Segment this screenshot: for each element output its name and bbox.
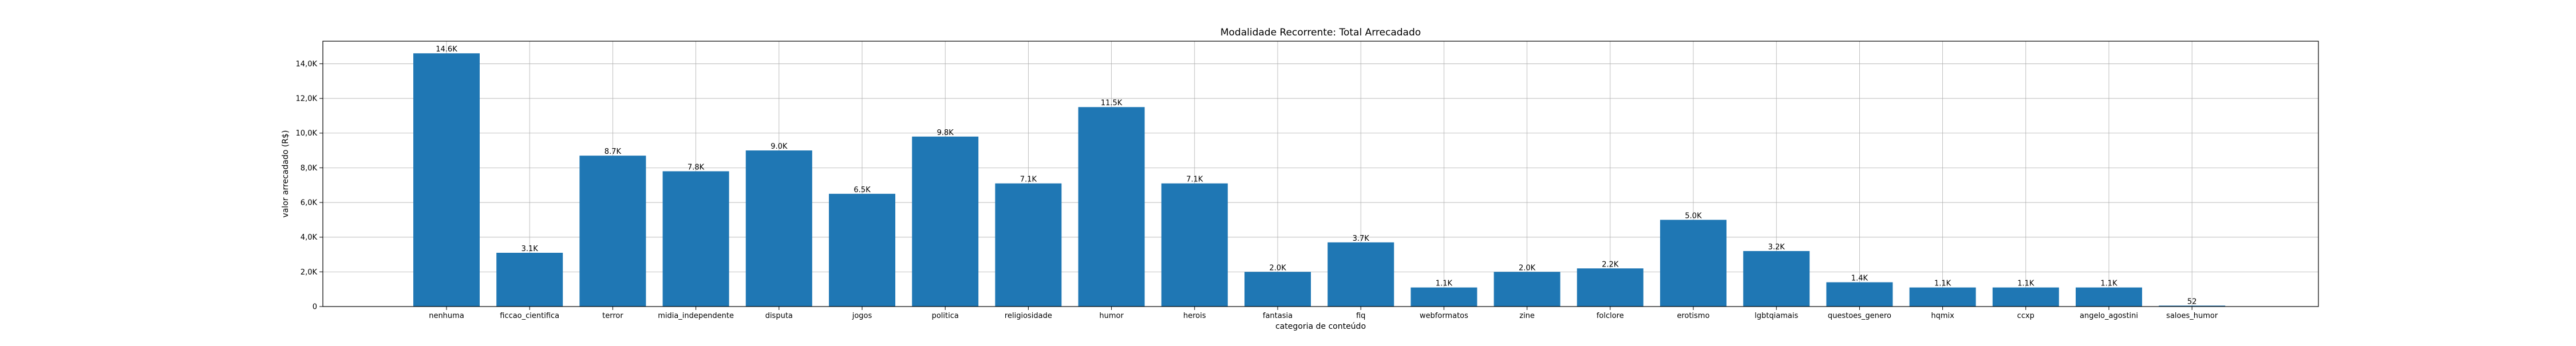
bar-value-label: 11.5K — [1101, 99, 1123, 108]
x-tick-label: ccxp — [2017, 312, 2034, 320]
bar-value-label: 7.8K — [688, 163, 705, 172]
bar-value-label: 7.1K — [1020, 176, 1037, 184]
plot-frame — [322, 41, 2319, 307]
x-tick-label: fiq — [1356, 312, 1365, 320]
x-tick-label: religiosidade — [1005, 312, 1052, 320]
bar-questoes_genero — [1826, 282, 1893, 307]
x-tick-label: hqmix — [1931, 312, 1954, 320]
bar-angelo_agostini — [2076, 287, 2142, 307]
y-tick-label: 6,0K — [301, 199, 318, 208]
bar-midia_independente — [662, 171, 729, 307]
bar-fiq — [1327, 242, 1394, 307]
bar-religiosidade — [995, 183, 1062, 307]
x-tick-label: webformatos — [1420, 312, 1468, 320]
bar-value-label: 1.4K — [1851, 275, 1868, 283]
x-tick-label: erotismo — [1677, 312, 1709, 320]
x-tick-label: midia_independente — [658, 312, 734, 320]
bar-nenhuma — [413, 53, 480, 307]
x-tick-label: herois — [1183, 312, 1206, 320]
x-tick-label: lgbtqiamais — [1755, 312, 1798, 320]
bar-humor — [1078, 107, 1145, 307]
y-tick-label: 10,0K — [296, 129, 318, 138]
x-tick-label: fantasia — [1263, 312, 1293, 320]
y-tick-label: 2,0K — [301, 268, 318, 277]
x-tick-label: ficcao_cientifica — [500, 312, 559, 320]
y-tick-label: 4,0K — [301, 233, 318, 242]
bar-value-label: 2.0K — [1519, 264, 1536, 272]
x-axis-label: categoria de conteúdo — [1275, 322, 1366, 331]
bar-value-label: 1.1K — [2017, 280, 2034, 288]
bar-ccxp — [1992, 287, 2059, 307]
bar-lgbtqiamais — [1743, 250, 1810, 307]
bar-hqmix — [1909, 287, 1976, 307]
chart-title: Modalidade Recorrente: Total Arrecadado — [1220, 27, 1421, 38]
bar-herois — [1161, 183, 1228, 307]
bar-politica — [912, 136, 979, 307]
x-tick-label: angelo_agostini — [2080, 312, 2138, 320]
bar-terror — [579, 156, 646, 307]
x-tick-label: zine — [1519, 312, 1535, 320]
bar-value-label: 8.7K — [605, 148, 622, 156]
bar-value-label: 52 — [2187, 297, 2197, 306]
bar-webformatos — [1411, 287, 1477, 307]
y-axis-label: valor arrecadado (R$) — [281, 130, 290, 218]
x-tick-label: terror — [602, 312, 623, 320]
bar-zine — [1494, 272, 1560, 307]
bar-value-label: 6.5K — [854, 186, 871, 194]
bar-saloes_humor — [2159, 305, 2226, 307]
bar-ficcao_cientifica — [496, 252, 563, 307]
bar-value-label: 3.1K — [521, 245, 539, 253]
bar-fantasia — [1244, 272, 1311, 307]
bar-value-label: 2.0K — [1269, 264, 1286, 272]
bar-value-label: 1.1K — [1934, 280, 1951, 288]
bar-value-label: 3.2K — [1768, 243, 1785, 252]
x-tick-label: folclore — [1597, 312, 1624, 320]
y-tick-label: 0 — [313, 303, 317, 312]
bar-jogos — [829, 193, 895, 307]
x-tick-label: politica — [932, 312, 959, 320]
x-tick-label: questoes_genero — [1828, 312, 1891, 320]
bar-value-label: 7.1K — [1186, 176, 1203, 184]
x-tick-label: humor — [1099, 312, 1124, 320]
y-tick-label: 12,0K — [296, 95, 318, 104]
x-tick-label: saloes_humor — [2166, 312, 2218, 320]
bar-value-label: 3.7K — [1353, 234, 1370, 243]
bar-value-label: 1.1K — [2100, 280, 2117, 288]
x-tick-label: nenhuma — [429, 312, 464, 320]
bar-folclore — [1577, 268, 1643, 307]
bar-value-label: 9.0K — [771, 142, 788, 151]
bar-erotismo — [1660, 220, 1726, 307]
bar-value-label: 5.0K — [1685, 212, 1702, 220]
bar-value-label: 9.8K — [937, 129, 954, 137]
bar-disputa — [745, 150, 812, 307]
y-tick-label: 8,0K — [301, 164, 318, 173]
y-tick-label: 14,0K — [296, 60, 318, 69]
bar-value-label: 1.1K — [1436, 280, 1453, 288]
x-tick-label: disputa — [765, 312, 793, 320]
x-tick-label: jogos — [852, 312, 872, 320]
bar-value-label: 2.2K — [1602, 260, 1619, 269]
bar-value-label: 14.6K — [436, 45, 457, 54]
